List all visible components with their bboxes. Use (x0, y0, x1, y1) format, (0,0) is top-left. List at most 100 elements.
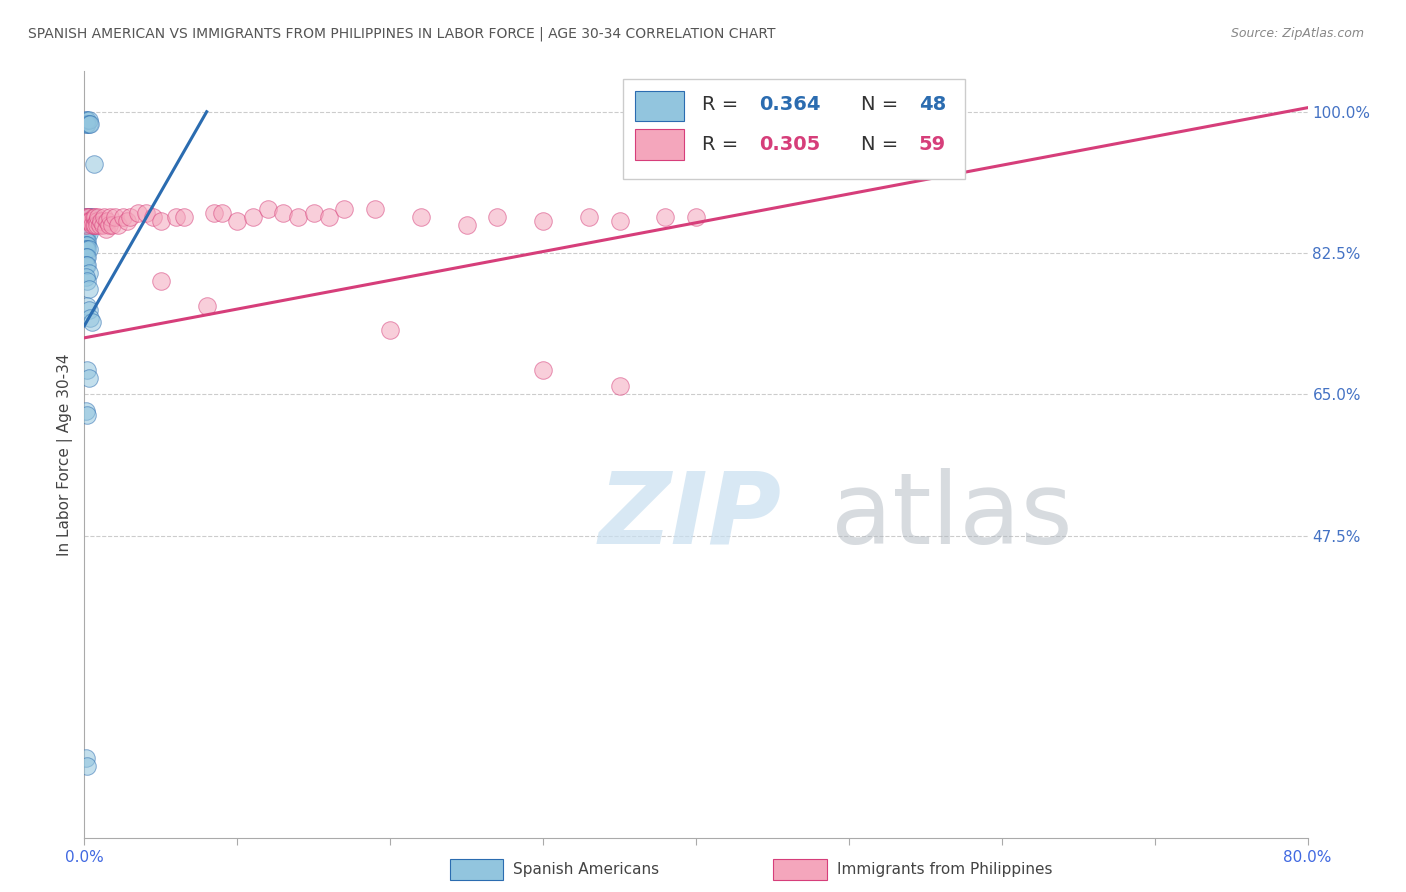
Point (93, 210, 115, 224)
Point (107, 218, 129, 232)
Point (76, 363, 98, 377)
Point (75, 250, 97, 264)
Point (165, 210, 187, 224)
Point (211, 205, 233, 219)
Point (97, 218, 120, 232)
Point (75, 234, 97, 248)
Point (287, 210, 309, 224)
Bar (636, 129, 683, 160)
Point (77, 213, 100, 227)
Point (76, 258, 98, 272)
Point (75, 210, 97, 224)
Text: 48: 48 (918, 95, 946, 114)
Point (75, 270, 97, 285)
Point (77, 210, 100, 224)
Point (242, 210, 264, 224)
Point (75, 403, 97, 417)
Point (83, 218, 105, 232)
Point (76, 213, 98, 227)
Point (77, 112, 100, 127)
Point (80, 210, 103, 224)
Point (77, 117, 100, 131)
Point (77, 371, 100, 385)
Point (202, 205, 225, 219)
Point (91, 218, 114, 232)
Text: atlas: atlas (831, 467, 1073, 565)
Point (76, 274, 98, 288)
Point (77, 213, 100, 227)
Point (76, 408, 98, 422)
Point (80, 218, 103, 232)
Point (76, 234, 98, 248)
Y-axis label: In Labor Force | Age 30-34: In Labor Force | Age 30-34 (58, 353, 73, 557)
Point (135, 205, 157, 219)
Point (77, 226, 100, 240)
Point (76, 213, 98, 227)
Text: SPANISH AMERICAN VS IMMIGRANTS FROM PHILIPPINES IN LABOR FORCE | AGE 30-34 CORRE: SPANISH AMERICAN VS IMMIGRANTS FROM PHIL… (28, 27, 776, 41)
Point (257, 202, 280, 216)
Point (76, 759, 98, 773)
Point (302, 205, 325, 219)
Point (380, 323, 402, 337)
Text: Source: ZipAtlas.com: Source: ZipAtlas.com (1230, 27, 1364, 40)
Text: N =: N = (860, 95, 904, 114)
Point (409, 210, 432, 224)
Text: 0.305: 0.305 (759, 135, 821, 153)
Point (83, 157, 105, 171)
Point (76, 226, 98, 240)
Point (79, 210, 101, 224)
Point (75, 258, 97, 272)
Point (195, 299, 218, 313)
Point (111, 210, 134, 224)
Point (75, 218, 97, 232)
Point (79, 213, 101, 227)
Point (75, 750, 97, 764)
Point (94, 222, 117, 236)
Point (79, 310, 101, 325)
Point (531, 363, 554, 377)
Point (75, 117, 97, 131)
Point (89, 218, 111, 232)
Point (76, 117, 98, 131)
Point (127, 205, 149, 219)
Point (609, 213, 631, 227)
Point (84, 218, 107, 232)
Point (75, 210, 97, 224)
Point (76, 238, 98, 252)
Point (333, 202, 356, 216)
Point (364, 202, 387, 216)
Point (173, 210, 195, 224)
Point (75, 213, 97, 227)
Bar (636, 91, 683, 121)
Point (76, 112, 98, 127)
Point (77, 266, 100, 280)
Point (531, 213, 554, 227)
Text: ZIP: ZIP (598, 467, 782, 565)
Point (75, 238, 97, 252)
Point (76, 242, 98, 256)
Point (76, 210, 98, 224)
Point (149, 274, 172, 288)
Point (77, 242, 100, 256)
Point (75, 112, 97, 127)
Point (80, 315, 103, 329)
Point (75, 218, 97, 232)
Point (80, 213, 103, 227)
FancyBboxPatch shape (623, 79, 965, 178)
Point (120, 210, 142, 224)
Point (76, 250, 98, 264)
Point (76, 218, 98, 232)
Point (79, 117, 101, 131)
Point (75, 242, 97, 256)
Point (142, 210, 165, 224)
Point (77, 302, 100, 317)
Point (486, 210, 509, 224)
Point (90, 213, 112, 227)
Point (84, 210, 107, 224)
Point (96, 213, 118, 227)
Point (318, 210, 340, 224)
Text: Spanish Americans: Spanish Americans (513, 863, 659, 877)
Point (115, 213, 138, 227)
Text: R =: R = (702, 95, 745, 114)
Point (87, 210, 110, 224)
